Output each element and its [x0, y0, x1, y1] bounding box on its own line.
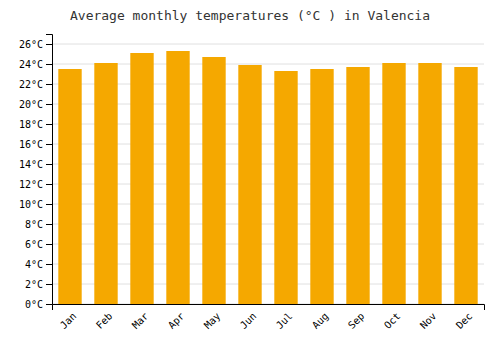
- x-tick-label: Apr: [166, 310, 187, 331]
- x-tick-label: Jul: [274, 310, 295, 331]
- bar: [202, 57, 225, 304]
- bar: [454, 67, 477, 304]
- y-tick-label: 8°C: [25, 219, 43, 230]
- plot: 0°C 2°C 4°C 6°C 8°C 10°C 12°C 14°C 16°C 18°C 20°C 2…: [19, 35, 485, 331]
- y-tick-label: 12°C: [19, 179, 43, 190]
- grid: [52, 44, 484, 304]
- y-tick-mark: [46, 104, 52, 105]
- y-axis-line: [46, 35, 53, 305]
- y-tick-mark: [46, 304, 52, 305]
- x-axis: Jan Feb Mar Apr May Jun Jul Aug Sep Oct Nov Dec: [53, 305, 485, 331]
- x-tick: Dec: [454, 310, 475, 331]
- y-tick: 10°C: [19, 199, 52, 210]
- x-tick-label: May: [202, 310, 223, 331]
- y-tick: 18°C: [19, 119, 52, 130]
- y-tick: 22°C: [19, 79, 52, 90]
- x-tick: May: [202, 310, 223, 331]
- bar: [310, 69, 333, 304]
- x-tick-label: Sep: [346, 310, 367, 331]
- y-tick-label: 6°C: [25, 239, 43, 250]
- y-tick-mark: [46, 164, 52, 165]
- y-tick-mark: [46, 224, 52, 225]
- grid-line: [52, 44, 484, 45]
- x-tick-label: Jan: [58, 310, 79, 331]
- x-tick: Jul: [274, 310, 295, 331]
- y-tick: 14°C: [19, 159, 52, 170]
- y-tick-mark: [46, 124, 52, 125]
- y-tick-label: 10°C: [19, 199, 43, 210]
- chart-svg: Average monthly temperatures (°C ) in Va…: [0, 0, 500, 350]
- chart-container: Average monthly temperatures (°C ) in Va…: [0, 0, 500, 350]
- y-tick-label: 24°C: [19, 59, 43, 70]
- x-tick-label: Oct: [382, 310, 403, 331]
- y-tick-mark: [46, 144, 52, 145]
- y-tick: 2°C: [25, 279, 52, 290]
- bar: [418, 63, 441, 304]
- y-tick: 4°C: [25, 259, 52, 270]
- y-tick-mark: [46, 284, 52, 285]
- x-tick-label: Dec: [454, 310, 475, 331]
- bar: [58, 69, 81, 304]
- bar: [166, 51, 189, 304]
- y-tick-label: 4°C: [25, 259, 43, 270]
- bar: [94, 63, 117, 304]
- bar: [346, 67, 369, 304]
- y-tick: 20°C: [19, 99, 52, 110]
- chart-title: Average monthly temperatures (°C ) in Va…: [70, 8, 430, 23]
- bar: [130, 53, 153, 304]
- y-tick-mark: [46, 264, 52, 265]
- bars: [58, 51, 477, 304]
- x-tick: Apr: [166, 310, 187, 331]
- y-tick-mark: [46, 84, 52, 85]
- y-tick: 16°C: [19, 139, 52, 150]
- x-axis-line: [53, 305, 485, 311]
- x-tick: Aug: [310, 310, 331, 331]
- y-axis: 0°C 2°C 4°C 6°C 8°C 10°C 12°C 14°C 16°C 18°C 20°C 2…: [19, 35, 53, 310]
- x-tick-label: Mar: [130, 310, 151, 331]
- x-tick-label: Aug: [310, 310, 331, 331]
- y-tick-label: 16°C: [19, 139, 43, 150]
- y-tick-label: 18°C: [19, 119, 43, 130]
- y-tick: 8°C: [25, 219, 52, 230]
- x-tick-label: Nov: [418, 310, 439, 331]
- y-tick: 12°C: [19, 179, 52, 190]
- y-tick: 6°C: [25, 239, 52, 250]
- x-tick: Jan: [58, 310, 79, 331]
- y-tick-mark: [46, 204, 52, 205]
- y-tick-label: 2°C: [25, 279, 43, 290]
- x-tick: Nov: [418, 310, 439, 331]
- y-tick-mark: [46, 64, 52, 65]
- y-tick-label: 22°C: [19, 79, 43, 90]
- y-tick: 26°C: [19, 39, 52, 50]
- x-tick: Oct: [382, 310, 403, 331]
- x-tick-label: Feb: [94, 310, 115, 331]
- bar: [238, 65, 261, 304]
- y-tick-mark: [46, 44, 52, 45]
- y-tick-mark: [46, 244, 52, 245]
- y-tick: 24°C: [19, 59, 52, 70]
- x-tick: Mar: [130, 310, 151, 331]
- y-tick-label: 26°C: [19, 39, 43, 50]
- y-tick: 0°C: [25, 299, 52, 310]
- y-tick-label: 20°C: [19, 99, 43, 110]
- y-tick-label: 0°C: [25, 299, 43, 310]
- y-tick-label: 14°C: [19, 159, 43, 170]
- x-tick: Feb: [94, 310, 115, 331]
- bar: [382, 63, 405, 304]
- bar: [274, 71, 297, 304]
- x-tick: Jun: [238, 310, 259, 331]
- x-tick: Sep: [346, 310, 367, 331]
- y-tick-mark: [46, 184, 52, 185]
- x-tick-label: Jun: [238, 310, 259, 331]
